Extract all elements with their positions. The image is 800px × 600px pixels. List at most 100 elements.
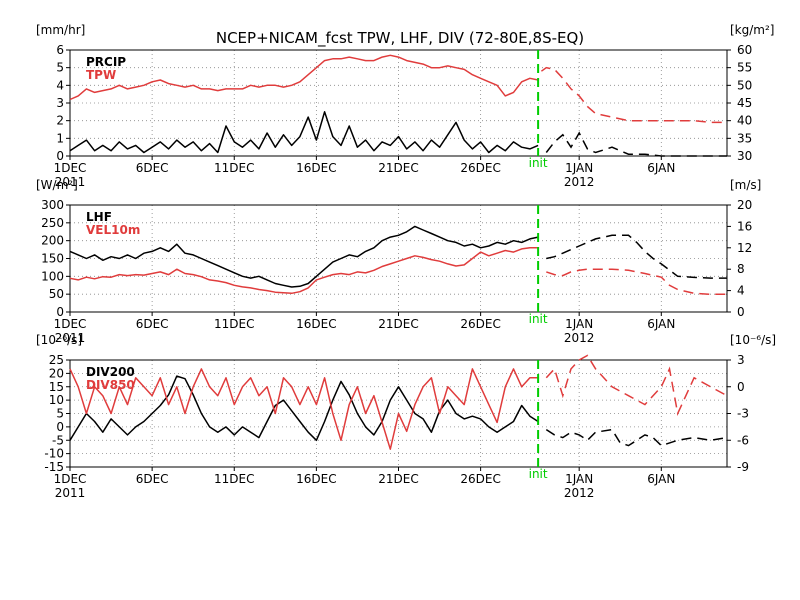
left-tick-label: 10: [49, 393, 64, 407]
right-unit-label: [10⁻⁶/s]: [730, 333, 776, 347]
chart-title: NCEP+NICAM_fcst TPW, LHF, DIV (72-80E,8S…: [216, 29, 584, 48]
series-vel10m-fcst: [546, 268, 727, 296]
left-tick-label: 5: [56, 407, 64, 421]
left-tick-label: 0: [56, 305, 64, 319]
legend-div200: DIV200: [86, 365, 135, 379]
series-prcip-fcst: [545, 131, 727, 157]
series-vel10m-obs: [69, 247, 539, 295]
x-tick-year-label: 2012: [564, 486, 595, 500]
x-tick-label: 6JAN: [647, 161, 675, 175]
left-tick-label: 1: [56, 131, 64, 145]
right-tick-label: -9: [737, 460, 749, 474]
left-tick-label: -10: [44, 447, 64, 461]
x-tick-label: 6JAN: [647, 317, 675, 331]
right-tick-label: 55: [737, 61, 752, 75]
x-tick-year-label: 2011: [55, 486, 86, 500]
right-tick-label: 50: [737, 78, 752, 92]
left-unit-label: [10⁻⁶/s]: [36, 333, 82, 347]
x-tick-label: 21DEC: [378, 472, 418, 486]
left-tick-label: -5: [52, 433, 64, 447]
left-tick-label: 100: [41, 269, 64, 283]
x-tick-year-label: 2012: [564, 331, 595, 345]
x-tick-label: 16DEC: [296, 472, 336, 486]
series-tpw-fcst: [540, 66, 727, 124]
right-tick-label: 20: [737, 198, 752, 212]
right-tick-label: 60: [737, 43, 752, 57]
right-unit-label: [m/s]: [730, 178, 761, 192]
left-tick-label: 50: [49, 287, 64, 301]
series-div850-fcst: [545, 354, 728, 416]
x-tick-label: 1JAN: [565, 161, 593, 175]
init-label: init: [529, 156, 548, 170]
left-unit-label: [mm/hr]: [36, 23, 85, 37]
left-unit-label: [W/m²]: [36, 178, 78, 192]
x-tick-label: 21DEC: [378, 317, 418, 331]
x-tick-label: 1DEC: [54, 317, 87, 331]
series-div200-fcst: [545, 428, 728, 447]
init-label: init: [529, 312, 548, 326]
x-tick-label: 11DEC: [214, 472, 254, 486]
right-tick-label: 0: [737, 305, 745, 319]
x-tick-year-label: 2011: [55, 175, 86, 189]
series-lhf-fcst: [546, 234, 727, 279]
left-tick-label: 3: [56, 96, 64, 110]
x-tick-year-label: 2011: [55, 331, 86, 345]
right-unit-label: [kg/m²]: [730, 23, 774, 37]
x-tick-year-label: 2012: [564, 175, 595, 189]
legend-div850: DIV850: [86, 378, 135, 392]
x-tick-label: 21DEC: [378, 161, 418, 175]
x-tick-label: 6JAN: [647, 472, 675, 486]
x-tick-label: 1JAN: [565, 472, 593, 486]
left-tick-label: 300: [41, 198, 64, 212]
right-tick-label: 35: [737, 131, 752, 145]
right-tick-label: 0: [737, 380, 745, 394]
x-tick-label: 11DEC: [214, 161, 254, 175]
left-tick-label: 200: [41, 234, 64, 248]
chart-panel-2: 0 50 100 150 200 250 300 0 4 8 12 16 20 [W/m²] [m/s] 1D…: [36, 178, 761, 345]
left-tick-label: -15: [44, 460, 64, 474]
right-tick-label: 45: [737, 96, 752, 110]
x-tick-label: 11DEC: [214, 317, 254, 331]
left-tick-label: 0: [56, 149, 64, 163]
left-tick-label: 6: [56, 43, 64, 57]
left-tick-label: 150: [41, 252, 64, 266]
x-tick-label: 16DEC: [296, 161, 336, 175]
series-tpw-obs: [69, 54, 539, 101]
series-div200-obs: [69, 375, 539, 442]
right-tick-label: 12: [737, 241, 752, 255]
x-tick-label: 1JAN: [565, 317, 593, 331]
left-tick-label: 25: [49, 353, 64, 367]
left-tick-label: 5: [56, 61, 64, 75]
x-tick-label: 6DEC: [136, 317, 169, 331]
x-tick-label: 1DEC: [54, 161, 87, 175]
series-prcip-obs: [69, 111, 539, 154]
x-tick-label: 1DEC: [54, 472, 87, 486]
x-tick-label: 16DEC: [296, 317, 336, 331]
x-tick-label: 26DEC: [460, 317, 500, 331]
right-tick-label: 16: [737, 219, 752, 233]
left-tick-label: 250: [41, 216, 64, 230]
legend-vel10m: VEL10m: [86, 223, 140, 237]
right-tick-label: 30: [737, 149, 752, 163]
x-tick-label: 26DEC: [460, 161, 500, 175]
left-tick-label: 20: [49, 366, 64, 380]
left-tick-label: 4: [56, 78, 64, 92]
right-tick-label: 3: [737, 353, 745, 367]
series-lhf-obs: [69, 225, 539, 288]
left-tick-label: 15: [49, 380, 64, 394]
legend-tpw: TPW: [86, 68, 116, 82]
right-tick-label: 8: [737, 262, 745, 276]
left-tick-label: 2: [56, 114, 64, 128]
series-div850-obs: [69, 368, 539, 450]
legend-prcip: PRCIP: [86, 55, 126, 69]
x-tick-label: 6DEC: [136, 161, 169, 175]
left-tick-label: 0: [56, 420, 64, 434]
right-tick-label: 4: [737, 284, 745, 298]
right-tick-label: -6: [737, 433, 749, 447]
x-tick-label: 6DEC: [136, 472, 169, 486]
x-tick-label: 26DEC: [460, 472, 500, 486]
